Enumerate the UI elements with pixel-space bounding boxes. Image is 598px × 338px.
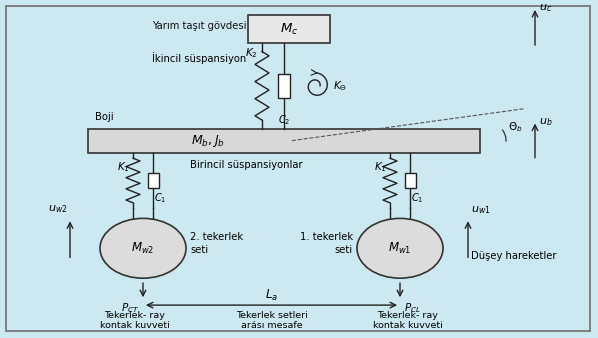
- Text: $L_a$: $L_a$: [265, 288, 278, 303]
- Text: $K_1$: $K_1$: [117, 161, 130, 174]
- Text: 1. tekerlek
seti: 1. tekerlek seti: [300, 232, 353, 255]
- Text: $u_b$: $u_b$: [539, 117, 553, 128]
- Text: $K_\Theta$: $K_\Theta$: [333, 79, 347, 93]
- Text: İkincil süspansiyon: İkincil süspansiyon: [152, 52, 246, 64]
- Text: $C_1$: $C_1$: [411, 191, 423, 205]
- Text: Birincil süspansiyonlar: Birincil süspansiyonlar: [190, 160, 303, 170]
- Text: $C_1$: $C_1$: [154, 191, 166, 205]
- Text: $M_c$: $M_c$: [280, 21, 298, 37]
- Text: $P_{CL}$: $P_{CL}$: [404, 301, 421, 315]
- Ellipse shape: [100, 218, 186, 278]
- Bar: [148, 173, 158, 188]
- Text: Tekerlek- ray
kontak kuvveti: Tekerlek- ray kontak kuvveti: [100, 311, 170, 331]
- Text: $u_{w2}$: $u_{w2}$: [48, 203, 68, 215]
- Text: $u_{w1}$: $u_{w1}$: [471, 204, 490, 216]
- Bar: [404, 173, 416, 188]
- Text: Yarım taşıt gövdesi: Yarım taşıt gövdesi: [152, 21, 246, 31]
- Text: Düşey hareketler: Düşey hareketler: [471, 251, 557, 261]
- Text: $M_b, J_b$: $M_b, J_b$: [191, 132, 225, 149]
- Text: $M_{w1}$: $M_{w1}$: [388, 241, 411, 256]
- Text: $K_2$: $K_2$: [245, 46, 258, 60]
- Text: 2. tekerlek
seti: 2. tekerlek seti: [190, 232, 243, 255]
- Bar: [248, 15, 330, 43]
- Text: Tekerlek- ray
kontak kuvveti: Tekerlek- ray kontak kuvveti: [373, 311, 443, 331]
- Ellipse shape: [357, 218, 443, 278]
- Text: $u_c$: $u_c$: [539, 2, 552, 14]
- Text: $P_{CT}$: $P_{CT}$: [121, 301, 139, 315]
- Text: $K_1$: $K_1$: [374, 161, 387, 174]
- Text: Boji: Boji: [95, 112, 114, 122]
- Text: $C_2$: $C_2$: [278, 113, 290, 127]
- Bar: [88, 129, 480, 152]
- Text: $M_{w2}$: $M_{w2}$: [132, 241, 155, 256]
- Bar: [278, 74, 290, 98]
- Text: Tekerlek setleri
arásı mesafe: Tekerlek setleri arásı mesafe: [236, 311, 307, 331]
- Text: $\Theta_b$: $\Theta_b$: [508, 121, 523, 135]
